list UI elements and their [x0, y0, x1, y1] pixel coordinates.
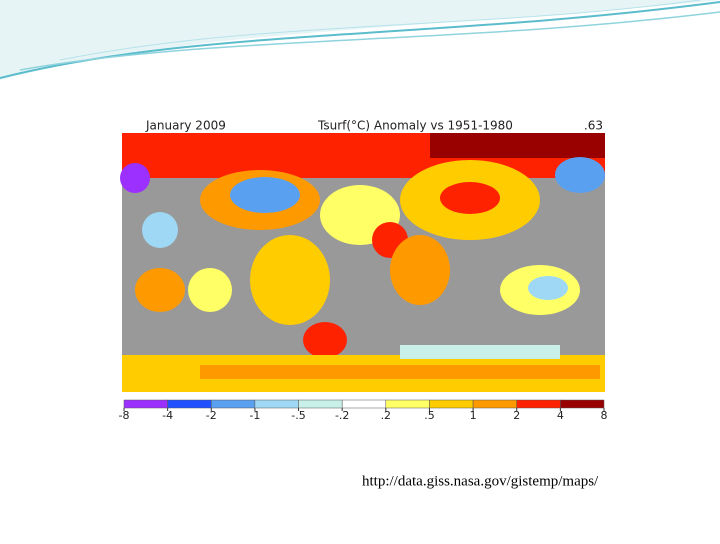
- legend-tick-label: 8: [601, 409, 608, 422]
- header-swoosh: [0, 0, 720, 80]
- legend-tick-label: -1: [249, 409, 260, 422]
- legend-tick-label: -8: [119, 409, 130, 422]
- legend-tick-label: -2: [206, 409, 217, 422]
- color-bin: [341, 399, 387, 409]
- legend-tick-label: -4: [162, 409, 173, 422]
- color-bin: [167, 399, 212, 409]
- legend-tick-label: 1: [470, 409, 477, 422]
- legend: -8 -4 -2 -1 -.5 -.2 .2 .5 1 2 4 8: [119, 399, 608, 422]
- legend-tick-label: .2: [381, 409, 392, 422]
- color-bin: [385, 399, 430, 409]
- color-bin: [298, 399, 343, 409]
- map: [120, 118, 605, 392]
- color-bin: [211, 399, 256, 409]
- legend-tick-label: 4: [557, 409, 564, 422]
- color-bin: [429, 399, 474, 409]
- color-bin: [560, 399, 605, 409]
- map-title-left: January 2009: [145, 119, 226, 133]
- legend-tick-label: 2: [513, 409, 520, 422]
- color-bin: [516, 399, 561, 409]
- map-title-center: Tsurf(°C) Anomaly vs 1951-1980: [317, 119, 513, 133]
- legend-tick-label: -.2: [335, 409, 349, 422]
- color-bin: [254, 399, 299, 409]
- source-url: http://data.giss.nasa.gov/gistemp/maps/: [362, 473, 599, 489]
- legend-tick-label: .5: [424, 409, 435, 422]
- global-mean: .63: [584, 119, 603, 133]
- legend-tick-label: -.5: [291, 409, 305, 422]
- color-bin: [123, 399, 168, 409]
- color-bin: [472, 399, 517, 409]
